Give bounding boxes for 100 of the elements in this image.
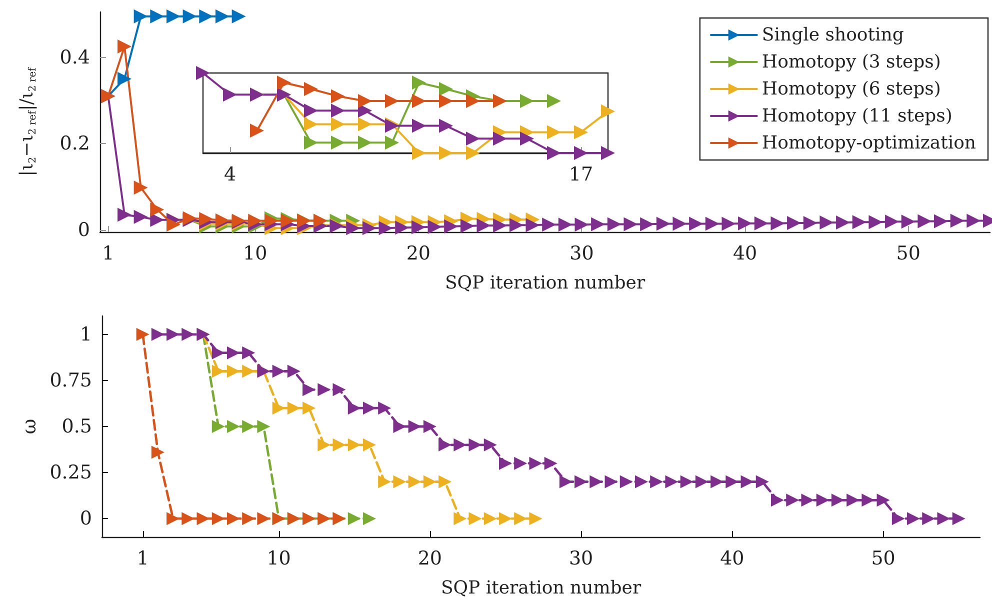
y-tick-label: 0.4 — [60, 46, 90, 68]
point — [460, 218, 474, 233]
point — [250, 124, 264, 138]
point — [934, 214, 948, 228]
point — [852, 215, 866, 230]
point — [650, 475, 664, 488]
point — [529, 456, 542, 470]
point — [444, 219, 458, 234]
point — [358, 117, 372, 132]
point — [134, 210, 148, 224]
point — [846, 494, 860, 507]
point — [304, 82, 318, 96]
legend-label: Single shooting — [762, 24, 904, 46]
point — [710, 475, 724, 488]
point — [689, 216, 704, 231]
point — [484, 438, 497, 452]
point — [212, 420, 225, 433]
point — [408, 420, 422, 433]
x-tick-label: 40 — [732, 242, 758, 264]
point — [498, 456, 512, 470]
point — [476, 218, 491, 233]
point — [547, 94, 561, 108]
point — [304, 136, 318, 150]
point — [672, 216, 687, 231]
point — [358, 94, 372, 108]
point — [215, 9, 230, 24]
point — [408, 475, 422, 488]
y-axis-title: ω — [18, 418, 40, 434]
point — [378, 475, 392, 488]
point — [134, 180, 148, 195]
point — [196, 512, 210, 526]
point — [395, 220, 410, 235]
point — [574, 218, 589, 232]
point — [885, 214, 900, 229]
point — [411, 220, 426, 234]
point — [801, 494, 814, 507]
legend-label: Homotopy (11 steps) — [762, 106, 952, 126]
point — [117, 208, 132, 222]
point — [412, 118, 426, 133]
x-tick-label: 20 — [406, 242, 431, 264]
point — [212, 512, 225, 526]
point — [820, 216, 834, 230]
point — [151, 328, 164, 341]
point — [242, 346, 256, 360]
point — [665, 475, 678, 488]
point — [547, 146, 561, 160]
point — [331, 117, 345, 132]
point — [544, 456, 558, 470]
y-tick-label: 0.75 — [50, 369, 92, 392]
point — [348, 402, 361, 415]
point — [591, 217, 606, 232]
point — [680, 475, 694, 488]
point — [574, 146, 588, 160]
point — [738, 216, 752, 230]
point — [248, 214, 262, 228]
point — [150, 202, 164, 217]
point — [901, 214, 916, 229]
point — [348, 512, 361, 526]
point — [529, 512, 542, 526]
point — [439, 118, 453, 133]
point — [150, 9, 164, 24]
point — [272, 364, 286, 378]
point — [520, 132, 534, 146]
point — [304, 117, 318, 132]
point — [918, 214, 932, 228]
x-tick-label: 10 — [266, 548, 291, 570]
y-axis-title: |ι2−ι2 ref|/ι2 ref — [16, 66, 38, 176]
point — [378, 402, 392, 415]
x-tick-label: 10 — [243, 242, 268, 264]
point — [836, 216, 850, 230]
point — [439, 94, 453, 108]
point — [212, 346, 225, 360]
point — [771, 494, 784, 507]
point — [362, 438, 376, 452]
point — [117, 40, 132, 54]
point — [150, 212, 164, 227]
point — [907, 512, 920, 526]
point — [166, 512, 180, 526]
point — [786, 494, 800, 507]
point — [348, 438, 361, 452]
point — [412, 94, 426, 108]
point — [302, 402, 316, 415]
point — [264, 214, 278, 228]
point — [695, 475, 708, 488]
point — [868, 215, 883, 230]
point — [257, 512, 270, 526]
point — [966, 214, 981, 228]
point — [226, 420, 240, 433]
point — [166, 9, 180, 24]
point — [607, 217, 622, 232]
x-tick-label: 40 — [720, 548, 744, 570]
point — [514, 456, 528, 470]
y-tick-label: 0.2 — [60, 132, 90, 155]
point — [331, 104, 345, 118]
point — [542, 218, 556, 232]
point — [423, 420, 436, 433]
x-tick-label: 50 — [871, 548, 896, 570]
point — [705, 216, 720, 231]
point — [412, 76, 426, 90]
point — [466, 146, 480, 160]
